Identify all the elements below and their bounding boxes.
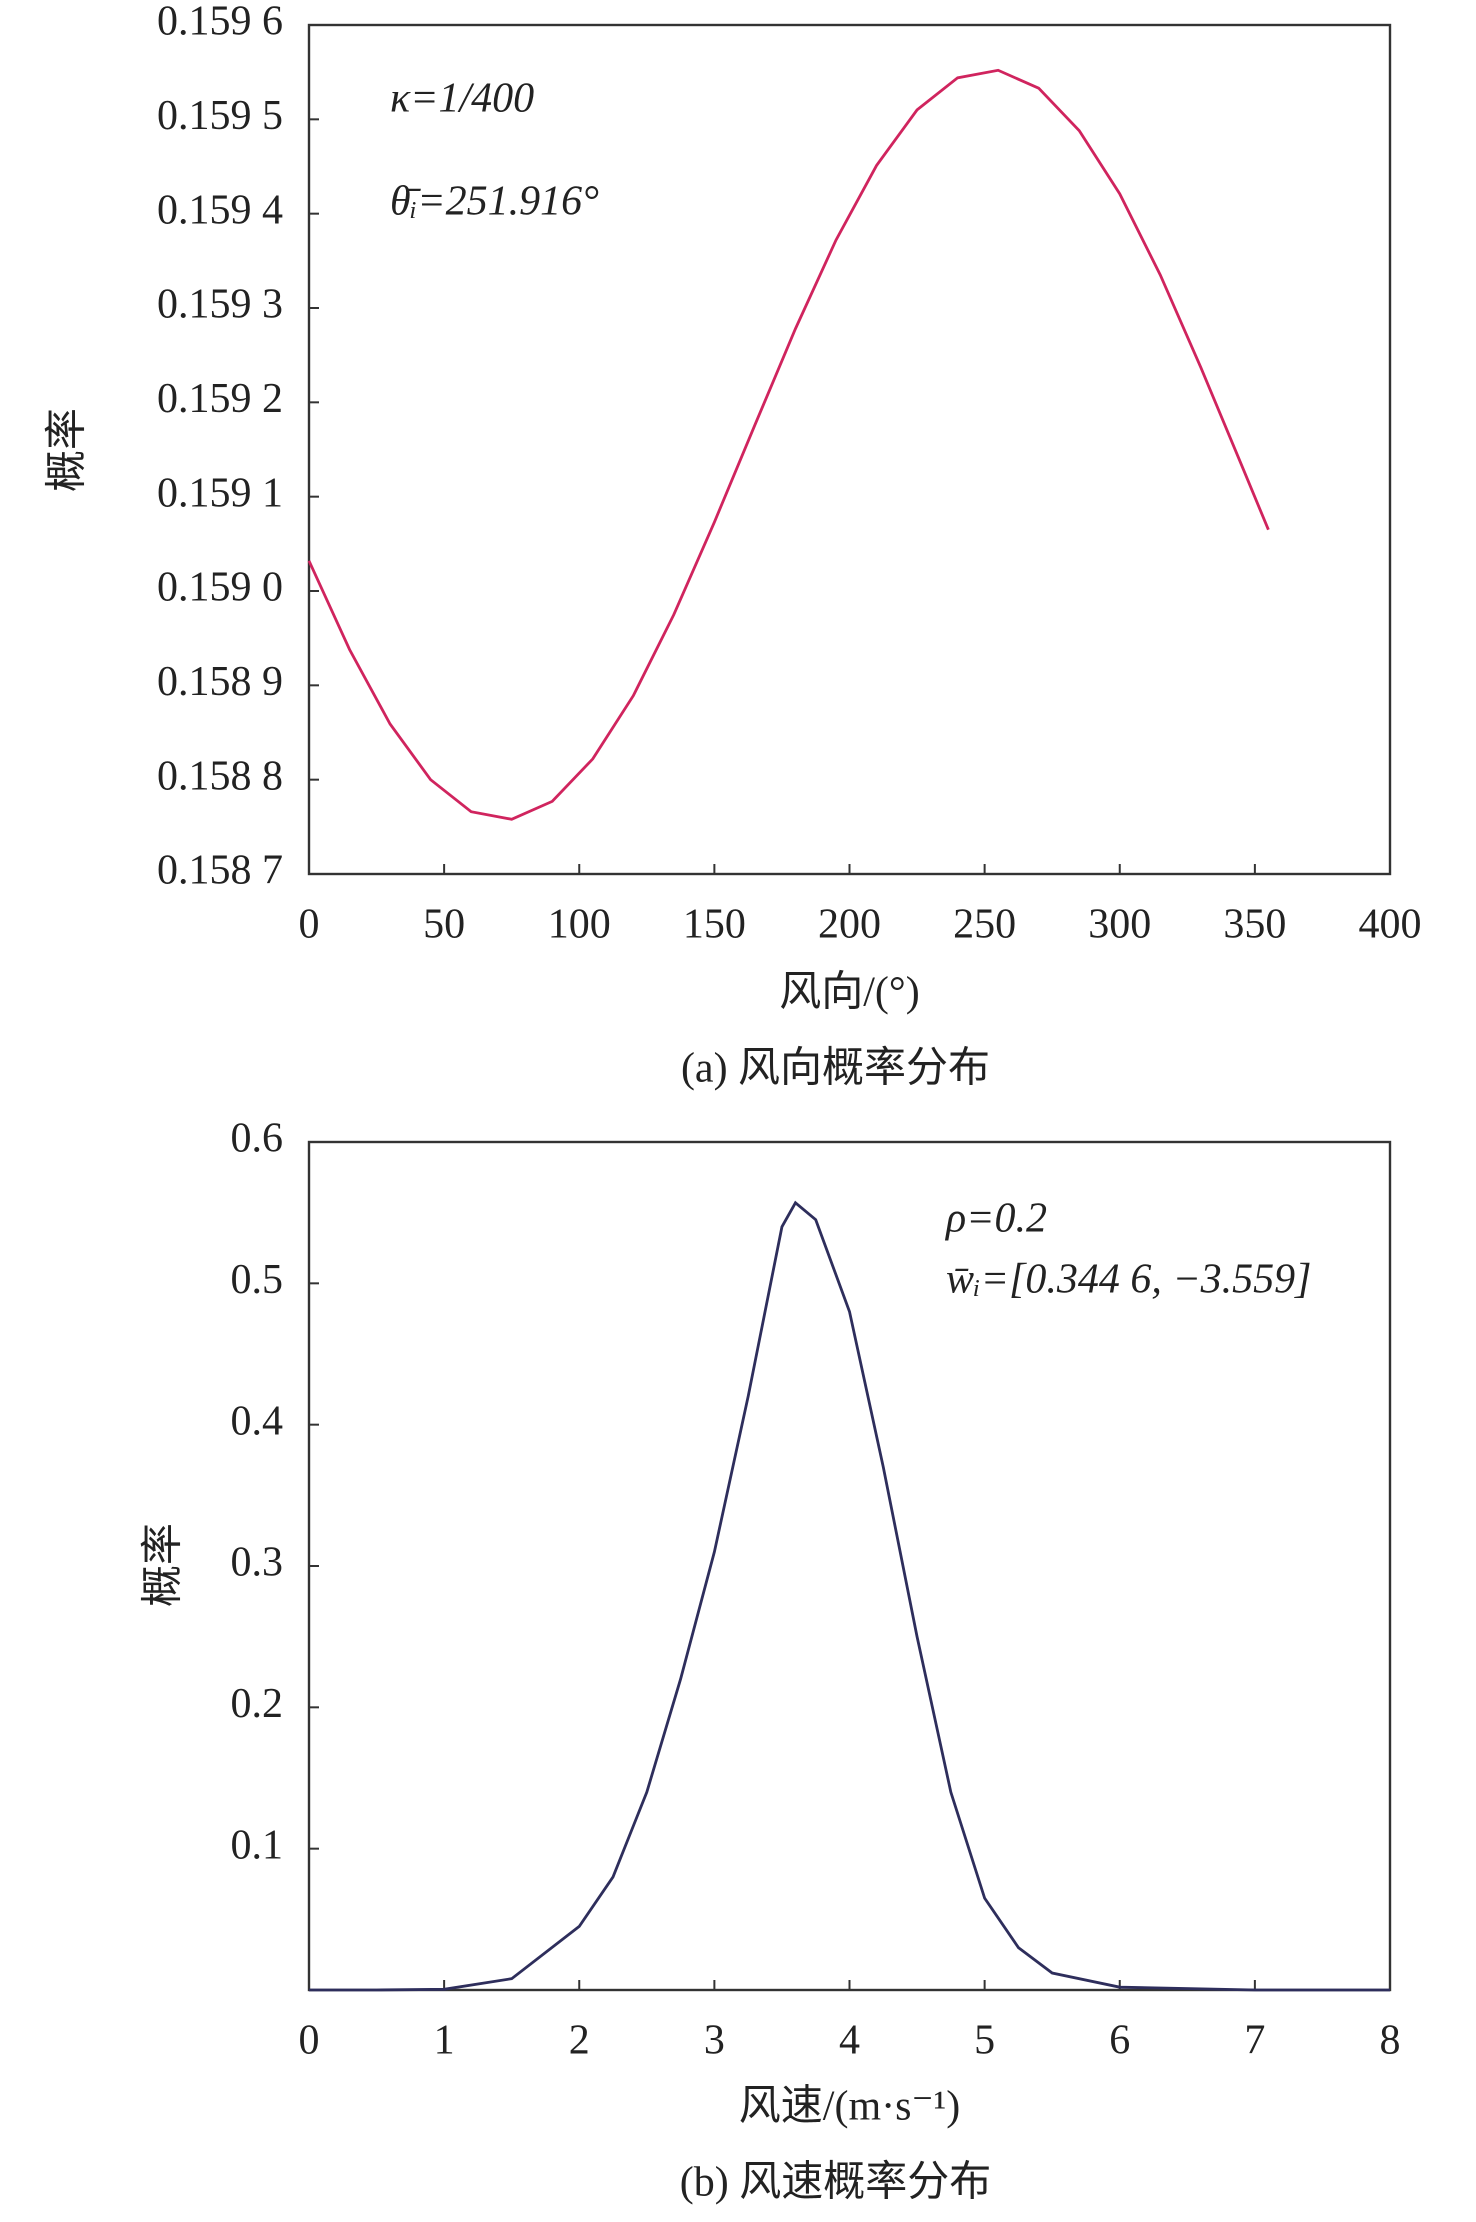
x-tick-label: 350 bbox=[1223, 902, 1286, 948]
annotation: w̄ᵢ=[0.344 6, −3.559] bbox=[946, 1257, 1312, 1303]
x-tick-label: 50 bbox=[423, 902, 465, 948]
x-tick-label: 400 bbox=[1359, 902, 1422, 948]
y-tick-label: 0.6 bbox=[231, 1116, 284, 1162]
data-line bbox=[307, 68, 1270, 821]
x-tick-label: 1 bbox=[434, 2018, 455, 2064]
x-tick-label: 2 bbox=[569, 2018, 590, 2064]
x-axis-label: 风向/(°) bbox=[779, 970, 919, 1016]
y-tick-label: 0.5 bbox=[231, 1257, 284, 1303]
annotation: κ=1/400 bbox=[390, 76, 534, 122]
y-tick-label: 0.158 8 bbox=[157, 753, 283, 799]
y-tick-label: 0.159 3 bbox=[157, 282, 283, 328]
annotation: ρ=0.2 bbox=[944, 1196, 1047, 1242]
x-tick-label: 4 bbox=[839, 2018, 860, 2064]
y-tick-label: 0.159 5 bbox=[157, 93, 283, 139]
y-axis-label: 概率 bbox=[44, 408, 91, 492]
x-tick-label: 100 bbox=[548, 902, 611, 948]
x-tick-label: 5 bbox=[974, 2018, 995, 2064]
y-tick-label: 0.159 4 bbox=[157, 187, 283, 233]
y-tick-label: 0.1 bbox=[231, 1822, 284, 1868]
x-tick-label: 7 bbox=[1244, 2018, 1265, 2064]
y-axis-label: 概率 bbox=[140, 1523, 187, 1607]
y-tick-label: 0.158 7 bbox=[157, 848, 283, 894]
x-tick-label: 200 bbox=[818, 902, 881, 948]
y-tick-label: 0.2 bbox=[231, 1681, 284, 1727]
y-tick-label: 0.159 0 bbox=[157, 565, 283, 611]
x-tick-label: 150 bbox=[683, 902, 746, 948]
caption: (a) 风向概率分布 bbox=[681, 1045, 990, 1092]
x-tick-label: 3 bbox=[704, 2018, 725, 2064]
annotation: θ̄ᵢ=251.916° bbox=[390, 179, 599, 225]
x-tick-label: 0 bbox=[299, 902, 320, 948]
x-tick-label: 8 bbox=[1380, 2018, 1401, 2064]
y-tick-label: 0.4 bbox=[231, 1398, 284, 1444]
x-tick-label: 250 bbox=[953, 902, 1016, 948]
data-line bbox=[309, 1200, 1390, 1992]
plot-frame bbox=[307, 23, 1392, 876]
y-tick-label: 0.159 2 bbox=[157, 376, 283, 422]
y-tick-label: 0.159 1 bbox=[157, 470, 283, 516]
x-tick-label: 300 bbox=[1088, 902, 1151, 948]
y-tick-label: 0.158 9 bbox=[157, 659, 283, 705]
y-tick-label: 0.159 6 bbox=[157, 0, 283, 45]
caption: (b) 风速概率分布 bbox=[680, 2159, 991, 2206]
x-tick-label: 0 bbox=[299, 2018, 320, 2064]
x-tick-label: 6 bbox=[1109, 2018, 1130, 2064]
y-tick-label: 0.3 bbox=[231, 1540, 284, 1586]
x-axis-label: 风速/(m·s⁻¹) bbox=[739, 2084, 960, 2130]
